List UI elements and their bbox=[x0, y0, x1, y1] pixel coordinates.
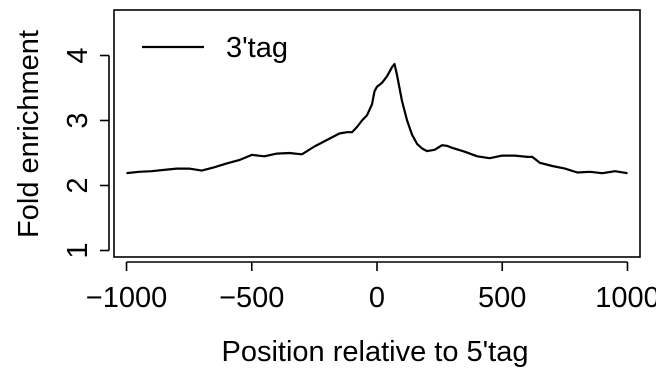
x-tick-label: 1000 bbox=[595, 282, 656, 314]
y-tick-label: 1 bbox=[62, 242, 94, 258]
y-tick-label: 2 bbox=[62, 177, 94, 193]
series-line-3tag bbox=[126, 62, 628, 175]
legend-label: 3'tag bbox=[226, 32, 288, 64]
x-tick-label: 0 bbox=[369, 282, 385, 314]
legend: 3'tag bbox=[142, 32, 288, 64]
y-axis-label: Fold enrichment bbox=[13, 30, 45, 238]
y-axis: 1 2 3 4 bbox=[62, 47, 110, 259]
y-tick-label: 4 bbox=[62, 47, 94, 63]
x-tick-label: 500 bbox=[478, 282, 526, 314]
x-axis: −1000 −500 0 500 1000 bbox=[86, 261, 656, 314]
x-axis-label: Position relative to 5'tag bbox=[222, 336, 529, 368]
x-tick-label: −1000 bbox=[86, 282, 167, 314]
plot-frame bbox=[113, 9, 641, 258]
y-tick-label: 3 bbox=[62, 112, 94, 128]
x-tick-label: −500 bbox=[219, 282, 284, 314]
